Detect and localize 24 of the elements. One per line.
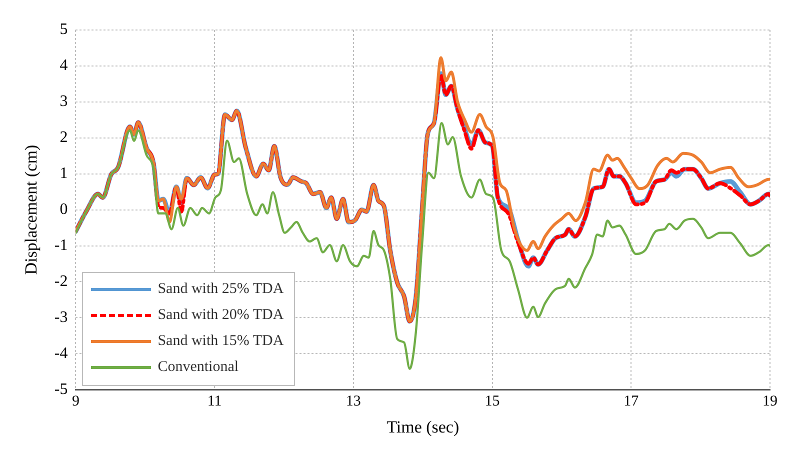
- x-tick-label: 13: [346, 394, 361, 410]
- x-tick-label: 15: [484, 394, 500, 410]
- x-tick-label: 11: [207, 394, 222, 410]
- y-tick-label: 1: [60, 165, 68, 182]
- y-tick-label: 5: [60, 21, 68, 38]
- line-series: [76, 122, 770, 370]
- y-tick-label: -3: [54, 308, 68, 326]
- legend-label: Conventional: [158, 359, 239, 376]
- y-tick-label: -1: [54, 236, 68, 254]
- legend-label: Sand with 20% TDA: [158, 307, 284, 324]
- x-axis-title: Time (sec): [386, 417, 460, 436]
- x-tick-label: 19: [762, 394, 778, 410]
- y-axis-title: Displacement (cm): [22, 144, 41, 275]
- x-tick-label: 17: [624, 394, 640, 410]
- y-tick-label: 3: [60, 93, 68, 110]
- y-tick-label: -5: [54, 380, 68, 398]
- y-tick-label: 2: [60, 129, 68, 146]
- legend-label: Sand with 25% TDA: [158, 281, 284, 298]
- y-tick-label: 4: [60, 57, 68, 74]
- y-tick-label: -4: [54, 344, 68, 362]
- x-tick-label: 9: [72, 394, 80, 410]
- y-tick-label: 0: [60, 201, 68, 218]
- legend-label: Sand with 15% TDA: [158, 333, 284, 350]
- y-tick-label: -2: [54, 272, 68, 290]
